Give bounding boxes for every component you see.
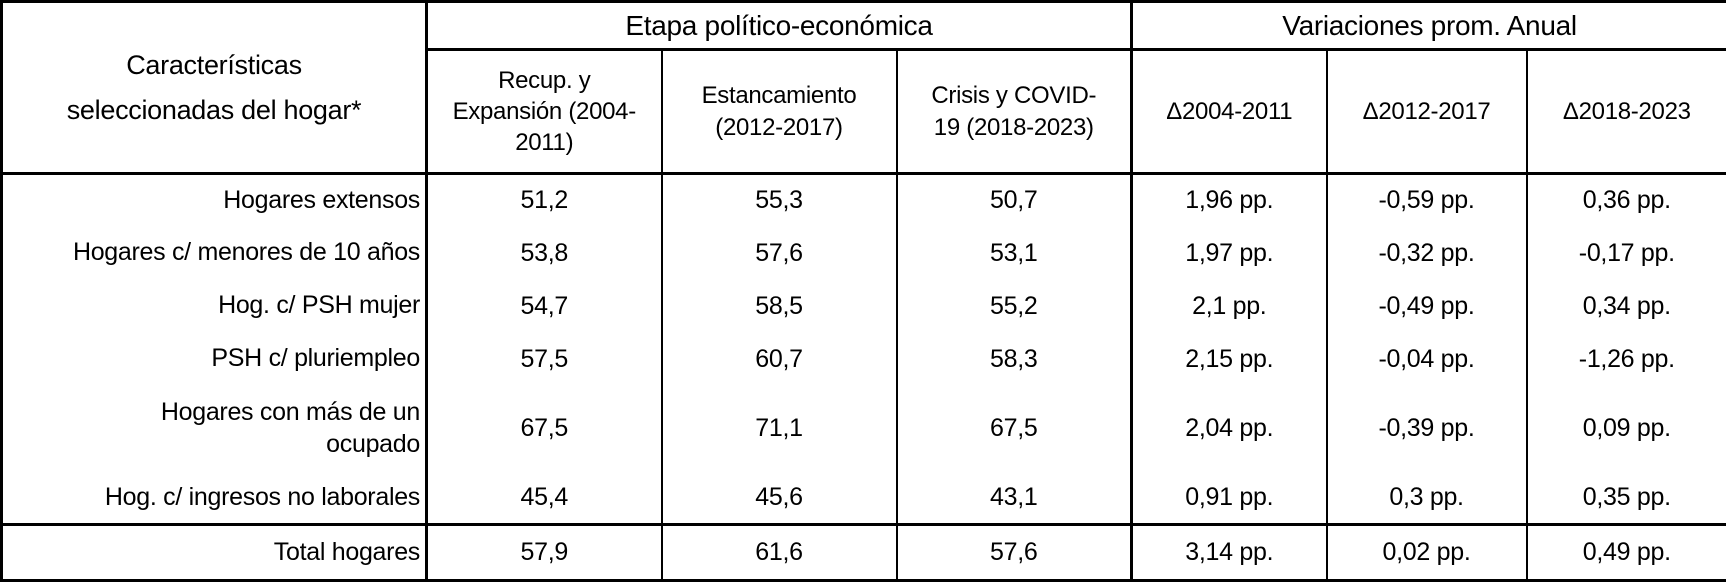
value-cell: 51,2 [427,174,662,227]
value-cell: -0,39 pp. [1327,386,1527,472]
row-label: Hogares con más de un ocupado [2,386,427,472]
value-cell: 53,8 [427,227,662,280]
value-cell: 0,36 pp. [1527,174,1726,227]
value-cell: 71,1 [662,386,897,472]
value-cell: 57,5 [427,333,662,386]
value-cell: 57,6 [662,227,897,280]
value-cell: 1,97 pp. [1132,227,1327,280]
value-cell: 0,34 pp. [1527,280,1726,333]
value-cell: 57,6 [897,525,1132,581]
value-cell: 45,4 [427,472,662,525]
value-cell: -0,59 pp. [1327,174,1527,227]
value-cell: -0,17 pp. [1527,227,1726,280]
value-cell: -1,26 pp. [1527,333,1726,386]
value-cell: 0,02 pp. [1327,525,1527,581]
value-cell: -0,32 pp. [1327,227,1527,280]
group-header-variaciones: Variaciones prom. Anual [1132,2,1726,50]
value-cell: 67,5 [897,386,1132,472]
value-cell: 57,9 [427,525,662,581]
value-cell: 61,6 [662,525,897,581]
value-cell: 58,3 [897,333,1132,386]
column-header-recup-expansion: Recup. y Expansión (2004- 2011) [427,50,662,174]
value-cell: 54,7 [427,280,662,333]
corner-header: Características seleccionadas del hogar* [2,2,427,174]
value-cell: 3,14 pp. [1132,525,1327,581]
group-header-row: Características seleccionadas del hogar*… [2,2,1726,50]
value-cell: 50,7 [897,174,1132,227]
value-cell: 55,3 [662,174,897,227]
value-cell: 2,1 pp. [1132,280,1327,333]
column-header-estancamiento: Estancamiento (2012-2017) [662,50,897,174]
value-cell: 58,5 [662,280,897,333]
group-header-etapa: Etapa político-económica [427,2,1132,50]
row-label: Hog. c/ PSH mujer [2,280,427,333]
value-cell: 53,1 [897,227,1132,280]
value-cell: 67,5 [427,386,662,472]
value-cell: 55,2 [897,280,1132,333]
value-cell: 45,6 [662,472,897,525]
row-label: Hogares c/ menores de 10 años [2,227,427,280]
value-cell: -0,04 pp. [1327,333,1527,386]
row-label: Hogares extensos [2,174,427,227]
value-cell: 0,35 pp. [1527,472,1726,525]
column-header-delta-2018-2023: Δ2018-2023 [1527,50,1726,174]
row-label: Hog. c/ ingresos no laborales [2,472,427,525]
value-cell: 43,1 [897,472,1132,525]
value-cell: 0,49 pp. [1527,525,1726,581]
value-cell: 2,04 pp. [1132,386,1327,472]
value-cell: 0,91 pp. [1132,472,1327,525]
value-cell: 0,3 pp. [1327,472,1527,525]
column-header-crisis-covid: Crisis y COVID- 19 (2018-2023) [897,50,1132,174]
value-cell: 1,96 pp. [1132,174,1327,227]
value-cell: 2,15 pp. [1132,333,1327,386]
value-cell: 0,09 pp. [1527,386,1726,472]
value-cell: 60,7 [662,333,897,386]
total-row-label: Total hogares [2,525,427,581]
row-label: PSH c/ pluriempleo [2,333,427,386]
column-header-delta-2004-2011: Δ2004-2011 [1132,50,1327,174]
column-header-delta-2012-2017: Δ2012-2017 [1327,50,1527,174]
value-cell: -0,49 pp. [1327,280,1527,333]
total-row: Total hogares 57,9 61,6 57,6 3,14 pp. 0,… [2,525,1726,581]
